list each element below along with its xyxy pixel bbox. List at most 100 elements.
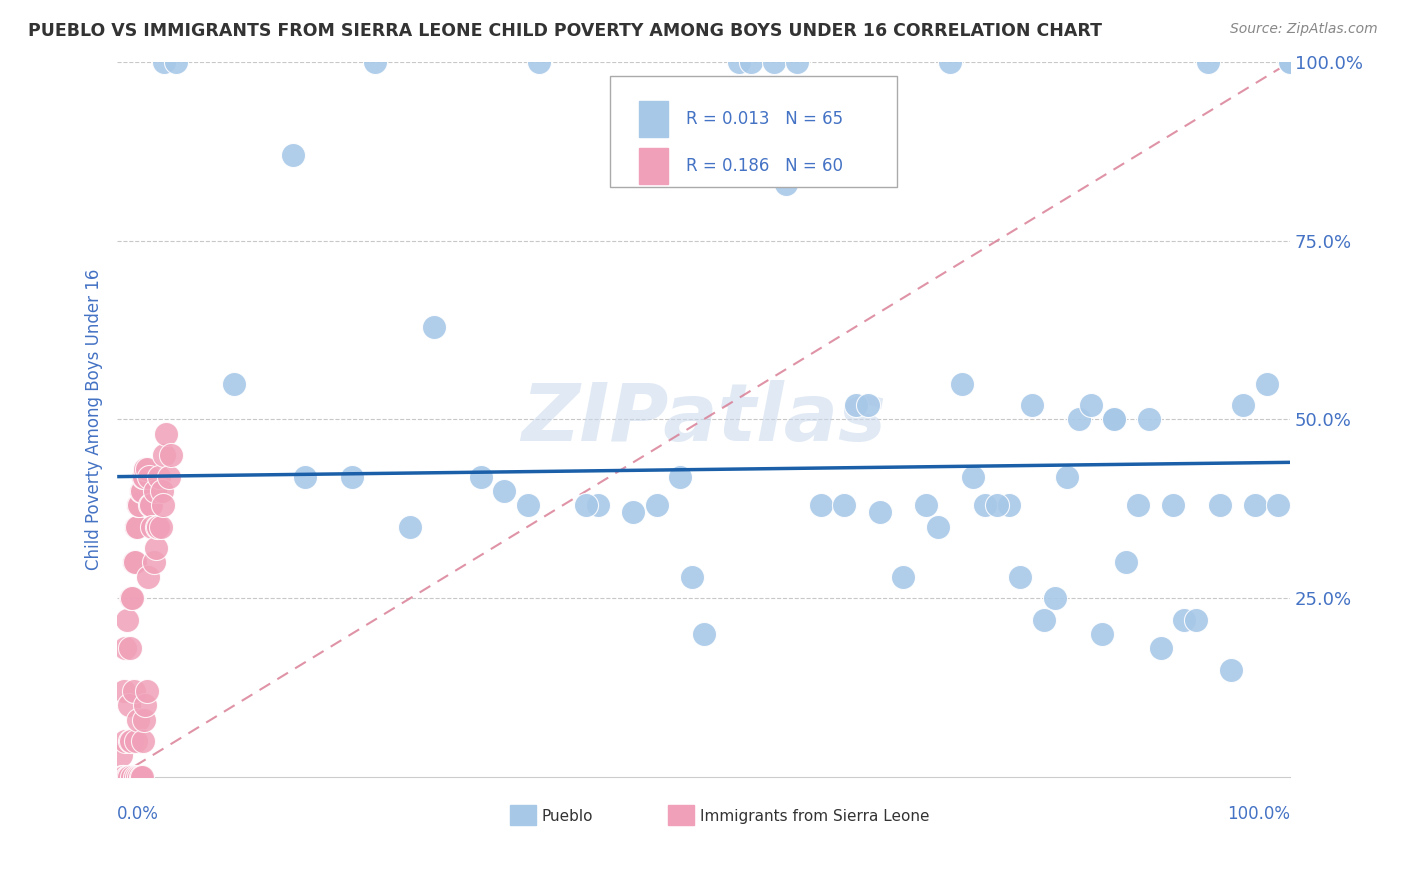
Point xyxy=(141,519,163,533)
Point xyxy=(1256,376,1278,391)
Point xyxy=(135,684,157,698)
Point xyxy=(136,569,159,583)
Point xyxy=(786,55,808,70)
Point xyxy=(110,748,132,763)
Point xyxy=(1150,641,1173,656)
Point xyxy=(950,376,973,391)
Point xyxy=(1161,498,1184,512)
Point xyxy=(112,684,135,698)
Point xyxy=(1220,663,1243,677)
Point xyxy=(740,55,762,70)
Point xyxy=(128,770,150,784)
Point xyxy=(834,498,856,512)
Point xyxy=(1115,555,1137,569)
Point xyxy=(1102,412,1125,426)
Point xyxy=(165,55,187,70)
Point xyxy=(915,498,938,512)
Point xyxy=(669,469,692,483)
Point xyxy=(155,426,177,441)
Point xyxy=(120,734,142,748)
Point xyxy=(125,519,148,533)
Point xyxy=(294,469,316,483)
Point xyxy=(129,483,152,498)
Point xyxy=(1185,613,1208,627)
Point xyxy=(399,519,422,533)
Point xyxy=(997,498,1019,512)
Point xyxy=(1279,55,1302,70)
Point xyxy=(118,698,141,713)
Point xyxy=(364,55,387,70)
Point xyxy=(810,498,832,512)
Point xyxy=(157,469,180,483)
Point xyxy=(112,770,135,784)
Point xyxy=(131,770,153,784)
Point xyxy=(141,498,163,512)
Point xyxy=(1208,498,1230,512)
Point xyxy=(114,734,136,748)
Point xyxy=(134,713,156,727)
Point xyxy=(1032,613,1054,627)
Point xyxy=(845,398,868,412)
Point xyxy=(120,591,142,606)
Point xyxy=(516,498,538,512)
Point xyxy=(118,770,141,784)
Text: Source: ZipAtlas.com: Source: ZipAtlas.com xyxy=(1230,22,1378,37)
Point xyxy=(1010,569,1032,583)
Point xyxy=(775,177,797,191)
Point xyxy=(127,770,149,784)
Point xyxy=(127,519,149,533)
Point xyxy=(1080,398,1102,412)
Point xyxy=(142,555,165,569)
Point xyxy=(124,770,146,784)
Point xyxy=(120,734,142,748)
Point xyxy=(138,469,160,483)
Point xyxy=(727,55,749,70)
Text: PUEBLO VS IMMIGRANTS FROM SIERRA LEONE CHILD POVERTY AMONG BOYS UNDER 16 CORRELA: PUEBLO VS IMMIGRANTS FROM SIERRA LEONE C… xyxy=(28,22,1102,40)
Text: Immigrants from Sierra Leone: Immigrants from Sierra Leone xyxy=(700,808,929,823)
Point xyxy=(927,519,949,533)
Point xyxy=(974,498,997,512)
Point xyxy=(160,448,183,462)
FancyBboxPatch shape xyxy=(510,805,536,825)
Text: R = 0.013   N = 65: R = 0.013 N = 65 xyxy=(686,111,844,128)
FancyBboxPatch shape xyxy=(668,805,695,825)
Point xyxy=(1279,55,1302,70)
Point xyxy=(131,483,153,498)
Point xyxy=(134,698,156,713)
Point xyxy=(125,734,148,748)
Point xyxy=(115,613,138,627)
Point xyxy=(645,498,668,512)
Point xyxy=(1067,412,1090,426)
Point xyxy=(114,641,136,656)
Point xyxy=(122,684,145,698)
Point xyxy=(124,555,146,569)
Point xyxy=(148,469,170,483)
Point xyxy=(939,55,962,70)
Point xyxy=(1267,498,1289,512)
Text: R = 0.186   N = 60: R = 0.186 N = 60 xyxy=(686,157,844,175)
Text: 100.0%: 100.0% xyxy=(1227,805,1291,823)
Point xyxy=(1137,412,1160,426)
Point xyxy=(762,55,785,70)
Point xyxy=(112,770,135,784)
Point xyxy=(423,319,446,334)
Point xyxy=(1243,498,1265,512)
Point xyxy=(1126,498,1149,512)
Point xyxy=(1102,412,1125,426)
Point xyxy=(621,505,644,519)
Point xyxy=(1021,398,1043,412)
Point xyxy=(150,483,173,498)
Point xyxy=(1091,627,1114,641)
Point xyxy=(145,541,167,555)
Point xyxy=(692,627,714,641)
Point xyxy=(143,483,166,498)
Point xyxy=(117,770,139,784)
Point xyxy=(128,498,150,512)
Point xyxy=(134,469,156,483)
Text: Pueblo: Pueblo xyxy=(541,808,593,823)
Point xyxy=(869,505,891,519)
FancyBboxPatch shape xyxy=(610,77,897,187)
Point xyxy=(135,462,157,476)
Point xyxy=(149,519,172,533)
Point xyxy=(494,483,516,498)
